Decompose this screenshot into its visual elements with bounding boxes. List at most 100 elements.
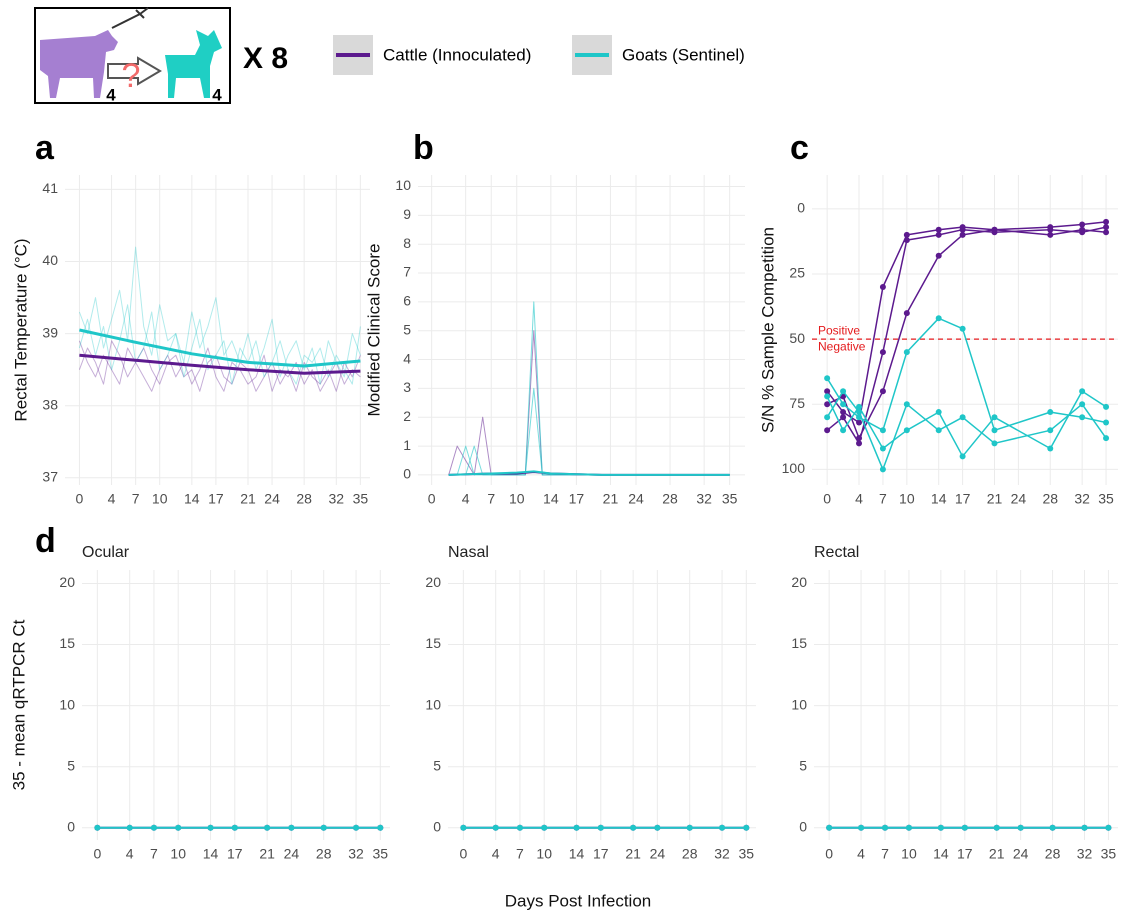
y-tick-label: 37	[42, 468, 58, 484]
x-tick-label: 35	[373, 846, 389, 862]
x-tick-label: 0	[93, 846, 101, 862]
data-point	[1103, 403, 1110, 410]
data-point	[1103, 218, 1110, 225]
x-tick-label: 28	[662, 491, 678, 507]
data-point	[1047, 427, 1054, 434]
data-point	[1049, 824, 1056, 831]
data-point	[1103, 229, 1110, 236]
y-tick-label: 15	[425, 635, 441, 651]
schematic: ? 4 4 X 8	[34, 7, 288, 104]
series-line	[826, 390, 1107, 458]
facet-title: Ocular	[82, 544, 130, 561]
y-tick-label: 38	[42, 396, 58, 412]
series-line	[826, 226, 1107, 445]
data-point	[1047, 226, 1054, 233]
y-tick-label: 50	[789, 330, 805, 346]
threshold-label: Positive	[818, 323, 860, 337]
series-line	[826, 221, 1107, 424]
data-point	[824, 427, 831, 434]
x-tick-label: 4	[108, 491, 116, 507]
data-point	[320, 824, 327, 831]
data-point	[1105, 824, 1112, 831]
x-tick-label: 24	[284, 846, 300, 862]
x-tick-label: 14	[543, 491, 559, 507]
data-point	[654, 824, 661, 831]
panel-letter: c	[790, 129, 809, 167]
x-tick-label: 24	[628, 491, 644, 507]
y-tick-label: 39	[42, 324, 58, 340]
data-point	[961, 824, 968, 831]
y-tick-label: 10	[395, 177, 411, 193]
x-tick-label: 0	[428, 491, 436, 507]
data-point	[991, 226, 998, 233]
data-point	[903, 427, 910, 434]
y-tick-label: 6	[403, 293, 411, 309]
x-tick-label: 28	[1042, 491, 1058, 507]
data-point	[492, 824, 499, 831]
data-point	[879, 388, 886, 395]
data-point	[903, 349, 910, 356]
data-point	[858, 824, 865, 831]
data-point	[903, 237, 910, 244]
data-point	[959, 226, 966, 233]
data-point	[1081, 824, 1088, 831]
y-tick-label: 0	[433, 818, 441, 834]
x-tick-label: 0	[823, 491, 831, 507]
data-point	[840, 427, 847, 434]
x-tick-label: 35	[722, 491, 738, 507]
data-point	[597, 824, 604, 831]
data-point	[959, 325, 966, 332]
data-point	[959, 453, 966, 460]
x-tick-label: 0	[76, 491, 84, 507]
x-tick-label: 7	[132, 491, 140, 507]
x-tick-label: 4	[857, 846, 865, 862]
data-point	[1103, 419, 1110, 426]
data-point	[175, 824, 182, 831]
x-tick-label: 24	[1013, 846, 1029, 862]
x-tick-label: 10	[170, 846, 186, 862]
data-point	[991, 440, 998, 447]
x-tick-label: 21	[625, 846, 641, 862]
x-tick-label: 0	[459, 846, 467, 862]
y-tick-label: 5	[799, 757, 807, 773]
x-tick-label: 35	[1101, 846, 1117, 862]
y-tick-label: 25	[789, 265, 805, 281]
data-point	[879, 445, 886, 452]
x-tick-label: 10	[901, 846, 917, 862]
y-tick-label: 75	[789, 395, 805, 411]
x-tick-label: 14	[933, 846, 949, 862]
y-tick-label: 10	[425, 696, 441, 712]
x-tick-label: 17	[593, 846, 609, 862]
y-tick-label: 5	[433, 757, 441, 773]
data-point	[935, 427, 942, 434]
data-point	[959, 414, 966, 421]
series-line	[78, 304, 361, 385]
facet-title: Nasal	[448, 544, 489, 561]
data-point	[231, 824, 238, 831]
data-point	[879, 349, 886, 356]
data-point	[840, 401, 847, 408]
y-tick-label: 9	[403, 206, 411, 222]
data-point	[1079, 221, 1086, 228]
arrow-icon	[107, 56, 162, 86]
y-tick-label: 20	[425, 574, 441, 590]
data-point	[353, 824, 360, 831]
data-point	[126, 824, 133, 831]
x-tick-label: 7	[487, 491, 495, 507]
data-point	[991, 427, 998, 434]
x-tick-label: 17	[569, 491, 585, 507]
x-tick-label: 17	[208, 491, 224, 507]
y-tick-label: 15	[791, 635, 807, 651]
x-tick-label: 24	[264, 491, 280, 507]
x-tick-label: 14	[203, 846, 219, 862]
data-point	[207, 824, 214, 831]
x-axis-title: Days Post Infection	[505, 891, 651, 910]
data-point	[840, 388, 847, 395]
data-point	[840, 409, 847, 416]
data-point	[856, 435, 863, 442]
y-tick-label: 0	[403, 466, 411, 482]
x-tick-label: 35	[739, 846, 755, 862]
x-tick-label: 4	[492, 846, 500, 862]
y-tick-label: 100	[782, 460, 806, 476]
x-tick-label: 4	[855, 491, 863, 507]
